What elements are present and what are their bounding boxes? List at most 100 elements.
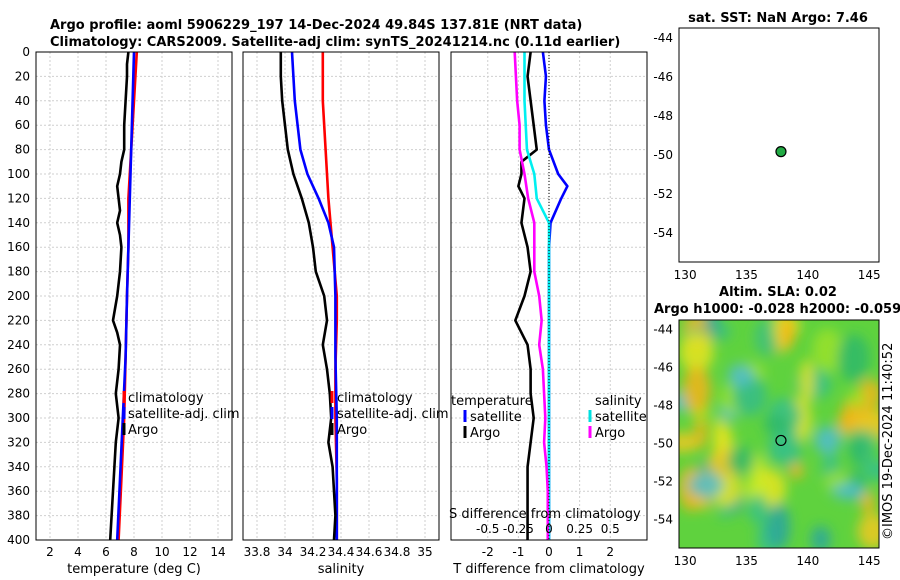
sla-map-title2: Argo h1000: -0.028 h2000: -0.059 [654, 302, 900, 317]
temperature-ytick-label: 360 [7, 484, 30, 498]
sla_map-argo-location [775, 434, 787, 447]
temperature-ytick-label: 280 [7, 387, 30, 401]
sla_map-sla-blob [727, 363, 754, 387]
difference-xtick-label: 2 [606, 545, 614, 559]
sla_map-sla-blob [810, 525, 831, 548]
sla_map-sla-blob [727, 446, 755, 475]
sla_map-sla-blob [747, 494, 769, 524]
sla_map-sla-blob [704, 320, 719, 335]
temperature-ytick-label: 120 [7, 191, 30, 205]
sla_map-sla-blob [733, 381, 766, 417]
diff-legend-t-label: Argo [470, 426, 500, 441]
difference-xtick-label: -2 [482, 545, 494, 559]
sla_map-sla-blob [763, 414, 790, 435]
temperature-xtick-label: 12 [182, 545, 197, 559]
sla_map-xtick-label: 130 [674, 554, 697, 568]
sst_map-ytick-label: -54 [653, 226, 673, 240]
diff-legend-t-label: satellite [470, 410, 522, 425]
difference-series-t-argo [514, 51, 539, 540]
sst_map-ytick-label: -50 [653, 148, 673, 162]
sst_map-xtick-label: 140 [796, 268, 819, 282]
title-line1: Argo profile: aoml 5906229_197 14-Dec-20… [50, 18, 582, 33]
temperature-legend-label: climatology [128, 391, 204, 406]
sst_map-ytick-label: -44 [653, 31, 673, 45]
temperature-series-satellite-adj-clim [115, 51, 136, 541]
sla_map-sla-blob [754, 320, 780, 356]
sst_map-xtick-label: 135 [735, 268, 758, 282]
salinity-xtick-label: 34 [277, 545, 292, 559]
temperature-ytick-label: 80 [15, 143, 30, 157]
salinity-xtick-label: 34.2 [300, 545, 327, 559]
diff-legend-s-label: Argo [595, 426, 625, 441]
sla_map-sla-blob [812, 328, 843, 372]
temperature-xtick-label: 14 [210, 545, 225, 559]
sla_map-sla-blob [767, 503, 791, 548]
temperature-panel: 2 4 6 8 10 12 14020406080100120140160180200220… [7, 45, 240, 577]
diff-s-tick-label: -0.5 [476, 522, 499, 536]
temperature-ytick-label: 300 [7, 411, 30, 425]
sla_map-ytick-label: -52 [653, 475, 673, 489]
sla_map-sla-blob [799, 358, 814, 404]
sla_map-xtick-label: 135 [735, 554, 758, 568]
salinity-xtick-label: 34.8 [384, 545, 411, 559]
sla_map-field [679, 320, 879, 548]
sla_map-sla-blob [852, 413, 876, 432]
temperature-ytick-label: 320 [7, 435, 30, 449]
sla-map-title1: Altim. SLA: 0.02 [719, 285, 837, 300]
salinity-xtick-label: 34.4 [328, 545, 355, 559]
sla_map-sla-blob [679, 332, 714, 373]
sst_map-frame [678, 27, 880, 263]
sla_map-frame [678, 319, 880, 549]
temperature-ytick-label: 160 [7, 240, 30, 254]
salinity-frame [242, 51, 440, 541]
salinity-panel: 33.8 34 34.2 34.4 34.6 34.8 35 salinity climatol… [242, 51, 449, 577]
temperature-frame [35, 51, 233, 541]
diff-s-tick-label: 0 [545, 522, 553, 536]
sla_map-sla-blob [837, 334, 870, 383]
difference-xlabel: T difference from climatology [452, 562, 645, 577]
temperature-ytick-label: 180 [7, 265, 30, 279]
sla_map-ytick-label: -54 [653, 513, 673, 527]
difference-xtick-label: 1 [576, 545, 584, 559]
sla_map-ytick-label: -48 [653, 399, 673, 413]
salinity-series-satellite-adj-clim [290, 51, 339, 540]
salinity-legend-label: climatology [337, 391, 413, 406]
sla_map-sla-blob [682, 366, 711, 413]
salinity-legend-label: satellite-adj. clim [337, 407, 449, 422]
sla_map-blobs [679, 320, 879, 548]
diff-legend-s-label: satellite [595, 410, 647, 425]
temperature-ytick-label: 60 [15, 118, 30, 132]
temperature-ytick-label: 220 [7, 313, 30, 327]
sla_map-ytick-label: -44 [653, 323, 673, 337]
temperature-xtick-label: 6 [102, 545, 110, 559]
temperature-legend-label: Argo [128, 423, 158, 438]
sla_map-ytick-label: -46 [653, 361, 673, 375]
diff-s-axis-label: S difference from climatology [449, 507, 641, 522]
temperature-ytick-label: 340 [7, 460, 30, 474]
sla_map-sla-blob [861, 491, 876, 515]
sla_map-sla-blob [847, 389, 866, 408]
temperature-xtick-label: 8 [130, 545, 138, 559]
temperature-xtick-label: 10 [154, 545, 169, 559]
temperature-xtick-label: 4 [74, 545, 82, 559]
sla_map-sla-blob [814, 426, 841, 455]
sst_map-ytick-label: -46 [653, 70, 673, 84]
imos-watermark: ©IMOS 19-Dec-2024 11:40:52 [881, 343, 896, 540]
salinity-legend-label: Argo [337, 423, 367, 438]
sla_map-xtick-label: 140 [796, 554, 819, 568]
temperature-ytick-label: 400 [7, 533, 30, 547]
sla_map-ytick-label: -50 [653, 437, 673, 451]
difference-frame [450, 51, 648, 541]
salinity-xtick-label: 34.6 [356, 545, 383, 559]
sla_map-sla-blob [679, 432, 700, 453]
difference-xtick-label: 0 [545, 545, 553, 559]
sst_map-xtick-label: 145 [858, 268, 881, 282]
sla_map-panel: 130 135 140 145 -44 -46 -48 -50 -52 -54 Altim. SLA… [653, 285, 900, 568]
salinity-xtick-label: 35 [417, 545, 432, 559]
temperature-ytick-label: 260 [7, 362, 30, 376]
salinity-xlabel: salinity [318, 562, 365, 577]
sla_map-sla-blob [831, 482, 866, 500]
title-line2: Climatology: CARS2009. Satellite-adj cli… [50, 35, 620, 50]
sst_map-xtick-label: 130 [674, 268, 697, 282]
